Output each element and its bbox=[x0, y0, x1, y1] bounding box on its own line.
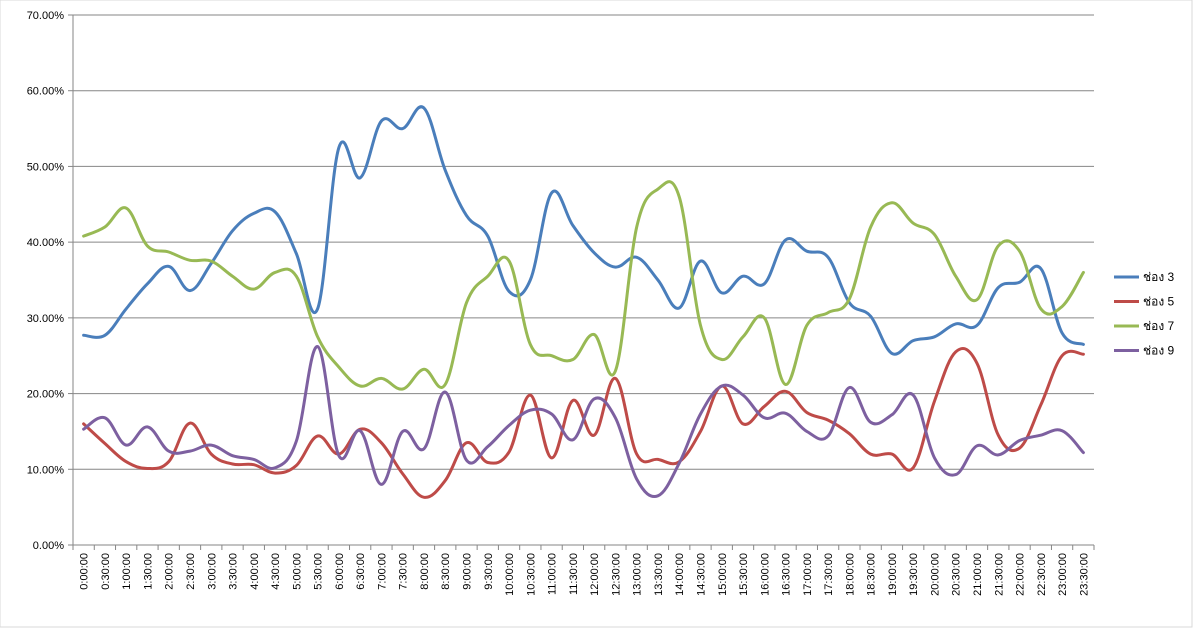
x-tick-label: 8:00:00 bbox=[419, 553, 431, 590]
x-tick-label: 15:00:00 bbox=[717, 553, 729, 596]
x-tick-label: 11:00:00 bbox=[547, 553, 559, 595]
x-tick-label: 21:00:00 bbox=[972, 553, 984, 596]
x-tick-label: 5:00:00 bbox=[291, 553, 303, 590]
x-tick-label: 22:30:00 bbox=[1036, 553, 1048, 596]
y-tick-label: 30.00% bbox=[27, 313, 65, 325]
y-tick-label: 50.00% bbox=[27, 161, 65, 173]
x-tick-label: 23:00:00 bbox=[1057, 553, 1069, 596]
x-tick-label: 9:30:00 bbox=[483, 553, 495, 590]
legend-label: ช่อง 3 bbox=[1143, 270, 1175, 284]
x-tick-label: 6:00:00 bbox=[334, 553, 346, 590]
y-tick-label: 20.00% bbox=[27, 389, 65, 401]
x-tick-label: 10:30:00 bbox=[525, 553, 537, 596]
x-tick-label: 2:30:00 bbox=[185, 553, 197, 590]
y-tick-label: 40.00% bbox=[27, 237, 65, 249]
x-tick-label: 17:30:00 bbox=[823, 553, 835, 596]
x-tick-label: 18:00:00 bbox=[844, 553, 856, 596]
x-tick-label: 3:30:00 bbox=[228, 553, 240, 590]
x-tick-label: 18:30:00 bbox=[866, 553, 878, 596]
y-tick-label: 70.00% bbox=[27, 10, 65, 22]
x-tick-label: 6:30:00 bbox=[355, 553, 367, 590]
x-tick-label: 17:00:00 bbox=[802, 553, 814, 596]
y-tick-label: 10.00% bbox=[27, 464, 65, 476]
x-tick-label: 12:30:00 bbox=[610, 553, 622, 596]
x-tick-label: 3:00:00 bbox=[206, 553, 218, 590]
x-tick-label: 5:30:00 bbox=[313, 553, 325, 590]
x-tick-label: 19:00:00 bbox=[887, 553, 899, 596]
x-tick-label: 15:30:00 bbox=[738, 553, 750, 596]
legend-label: ช่อง 9 bbox=[1143, 344, 1175, 358]
x-tick-label: 20:00:00 bbox=[929, 553, 941, 596]
y-tick-label: 0.00% bbox=[33, 540, 64, 552]
x-tick-label: 7:00:00 bbox=[376, 553, 388, 590]
x-tick-label: 22:00:00 bbox=[1015, 553, 1027, 596]
x-tick-label: 0:00:00 bbox=[79, 553, 91, 590]
x-tick-label: 14:30:00 bbox=[695, 553, 707, 596]
series-line-1 bbox=[82, 105, 1085, 356]
x-tick-label: 11:30:00 bbox=[568, 553, 580, 595]
x-tick-label: 13:00:00 bbox=[632, 553, 644, 596]
x-tick-label: 8:30:00 bbox=[440, 553, 452, 590]
x-tick-label: 23:30:00 bbox=[1078, 553, 1090, 596]
y-tick-label: 60.00% bbox=[27, 86, 65, 98]
x-tick-label: 1:00:00 bbox=[121, 553, 133, 590]
x-tick-label: 1:30:00 bbox=[142, 553, 154, 590]
x-tick-label: 20:30:00 bbox=[951, 553, 963, 596]
x-tick-label: 10:00:00 bbox=[504, 553, 516, 596]
x-tick-label: 4:00:00 bbox=[249, 553, 261, 590]
series-line-2 bbox=[82, 347, 1085, 499]
legend-label: ช่อง 5 bbox=[1143, 295, 1175, 309]
x-tick-label: 7:30:00 bbox=[398, 553, 410, 590]
legend-label: ช่อง 7 bbox=[1143, 319, 1175, 333]
x-tick-label: 13:30:00 bbox=[653, 553, 665, 596]
series-line-3 bbox=[82, 180, 1085, 391]
x-tick-label: 0:30:00 bbox=[100, 553, 112, 590]
x-tick-label: 14:00:00 bbox=[674, 553, 686, 596]
x-tick-label: 4:30:00 bbox=[270, 553, 282, 590]
x-tick-label: 16:30:00 bbox=[781, 553, 793, 596]
x-tick-label: 16:00:00 bbox=[759, 553, 771, 596]
x-tick-label: 2:00:00 bbox=[164, 553, 176, 590]
x-tick-label: 12:00:00 bbox=[589, 553, 601, 596]
x-tick-label: 9:00:00 bbox=[462, 553, 474, 590]
series-line-4 bbox=[82, 345, 1085, 498]
x-tick-label: 21:30:00 bbox=[993, 553, 1005, 596]
x-tick-label: 19:30:00 bbox=[908, 553, 920, 596]
